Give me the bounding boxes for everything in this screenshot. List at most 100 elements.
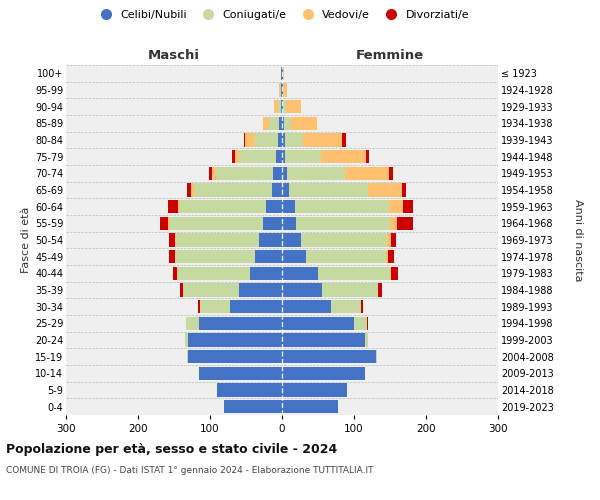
Bar	[160, 216, 167, 230]
Bar	[289, 184, 368, 196]
Bar	[245, 134, 256, 146]
Bar	[209, 166, 212, 180]
Bar	[379, 284, 382, 296]
Bar	[199, 300, 200, 314]
Bar	[282, 184, 289, 196]
Bar	[168, 200, 178, 213]
Bar	[169, 250, 175, 264]
Bar	[361, 300, 364, 314]
Bar	[390, 266, 391, 280]
Bar	[282, 284, 322, 296]
Bar	[287, 166, 344, 180]
Bar	[390, 216, 397, 230]
Bar	[224, 400, 282, 413]
Bar	[303, 134, 343, 146]
Bar	[167, 216, 170, 230]
Bar	[402, 184, 406, 196]
Bar	[191, 184, 194, 196]
Bar	[295, 200, 389, 213]
Bar	[282, 300, 331, 314]
Bar	[367, 316, 368, 330]
Bar	[274, 100, 278, 114]
Y-axis label: Anni di nascita: Anni di nascita	[573, 198, 583, 281]
Bar	[285, 150, 321, 164]
Bar	[281, 66, 282, 80]
Bar	[376, 350, 377, 364]
Bar	[235, 150, 239, 164]
Bar	[187, 184, 191, 196]
Legend: Celibi/Nubili, Coniugati/e, Vedovi/e, Divorziati/e: Celibi/Nubili, Coniugati/e, Vedovi/e, Di…	[91, 6, 473, 25]
Bar	[232, 150, 235, 164]
Bar	[217, 384, 282, 396]
Bar	[283, 66, 284, 80]
Bar	[254, 250, 282, 264]
Bar	[239, 150, 276, 164]
Bar	[200, 300, 230, 314]
Bar	[282, 216, 296, 230]
Bar	[263, 116, 269, 130]
Bar	[368, 184, 402, 196]
Bar	[279, 116, 282, 130]
Bar	[282, 384, 347, 396]
Bar	[281, 84, 282, 96]
Bar	[282, 166, 287, 180]
Bar	[365, 150, 369, 164]
Bar	[282, 400, 338, 413]
Bar	[284, 116, 292, 130]
Bar	[282, 200, 295, 213]
Bar	[282, 66, 283, 80]
Bar	[282, 100, 283, 114]
Bar	[239, 284, 282, 296]
Bar	[188, 350, 282, 364]
Bar	[278, 134, 282, 146]
Bar	[274, 166, 282, 180]
Bar	[391, 234, 397, 246]
Bar	[286, 100, 301, 114]
Bar	[387, 234, 391, 246]
Bar	[186, 316, 199, 330]
Bar	[212, 166, 216, 180]
Bar	[259, 234, 282, 246]
Bar	[388, 250, 394, 264]
Bar	[282, 266, 318, 280]
Text: COMUNE DI TROIA (FG) - Dati ISTAT 1° gennaio 2024 - Elaborazione TUTTITALIA.IT: COMUNE DI TROIA (FG) - Dati ISTAT 1° gen…	[6, 466, 373, 475]
Bar	[282, 366, 365, 380]
Bar	[292, 116, 317, 130]
Bar	[244, 134, 245, 146]
Bar	[230, 300, 282, 314]
Bar	[256, 134, 278, 146]
Bar	[173, 266, 177, 280]
Bar	[282, 116, 284, 130]
Bar	[178, 200, 180, 213]
Bar	[278, 100, 281, 114]
Bar	[282, 234, 301, 246]
Bar	[185, 334, 188, 346]
Text: Femmine: Femmine	[356, 48, 424, 62]
Bar	[282, 150, 285, 164]
Text: Maschi: Maschi	[148, 48, 200, 62]
Bar	[343, 134, 346, 146]
Bar	[354, 316, 367, 330]
Bar	[250, 266, 282, 280]
Bar	[282, 84, 283, 96]
Bar	[280, 84, 281, 96]
Bar	[331, 300, 361, 314]
Bar	[279, 84, 280, 96]
Bar	[403, 200, 413, 213]
Bar	[199, 316, 282, 330]
Bar	[282, 350, 376, 364]
Bar	[281, 100, 282, 114]
Bar	[378, 284, 379, 296]
Bar	[282, 316, 354, 330]
Bar	[216, 166, 274, 180]
Bar	[397, 216, 413, 230]
Bar	[266, 200, 282, 213]
Bar	[175, 250, 254, 264]
Bar	[169, 234, 175, 246]
Bar	[322, 284, 378, 296]
Bar	[276, 150, 282, 164]
Bar	[282, 334, 365, 346]
Bar	[391, 266, 398, 280]
Bar	[282, 134, 285, 146]
Bar	[170, 216, 263, 230]
